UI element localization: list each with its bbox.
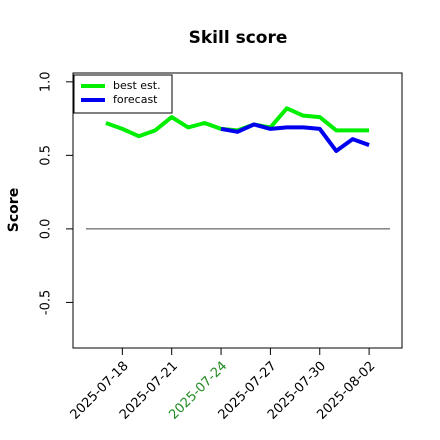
series-line bbox=[220, 122, 370, 153]
y-tick-label: 0.0 bbox=[39, 219, 54, 240]
legend-label: forecast bbox=[113, 93, 158, 106]
plot-frame bbox=[72, 72, 403, 349]
y-tick-label: -0.5 bbox=[39, 290, 54, 315]
y-axis-label: Score bbox=[6, 188, 22, 232]
chart-title: Skill score bbox=[189, 28, 288, 48]
legend-box bbox=[73, 74, 173, 114]
y-tick-label: 0.5 bbox=[39, 145, 54, 166]
y-tick-label: 1.0 bbox=[39, 71, 54, 92]
legend-label: best est. bbox=[113, 79, 161, 92]
